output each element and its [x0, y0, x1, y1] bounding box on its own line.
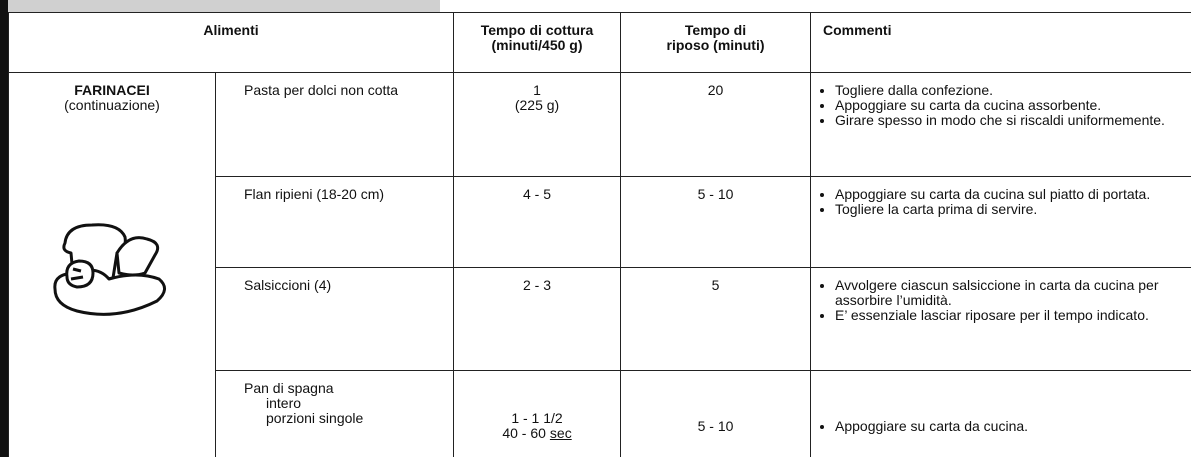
comment: Appoggiare su carta da cucina sul piatto…	[835, 187, 1179, 202]
header-cell: Tempo di cottura (minuti/450 g)	[453, 12, 622, 73]
comment: Appoggiare su carta da cucina.	[835, 419, 1179, 434]
comment: Girare spesso in modo che si riscaldi un…	[835, 113, 1179, 128]
text-line: porzioni singole	[266, 410, 364, 426]
category-subtitle: (continuazione)	[64, 97, 160, 113]
food-cell: Pan di spagna intero porzioni singole	[214, 370, 455, 457]
comments-cell: Appoggiare su carta da cucina sul piatto…	[810, 176, 1191, 268]
text-line: Tempo di	[684, 22, 747, 38]
comment-list: Avvolgere ciascun salsiccione in carta d…	[823, 278, 1179, 323]
text-line: 1 - 1 1/2	[466, 411, 608, 426]
text-line: (minuti/450 g)	[491, 37, 583, 53]
text-line: Tempo di cottura	[480, 22, 594, 38]
food-illustration	[53, 223, 166, 316]
header-cell: Commenti	[810, 12, 1191, 73]
rest-time: 5 - 10	[697, 418, 734, 434]
header-row: Alimenti Tempo di cottura (minuti/450 g) …	[7, 12, 1191, 73]
comment: E’ essenziale lasciar riposare per il te…	[835, 308, 1179, 323]
food-cell: Pasta per dolci non cotta	[214, 72, 455, 177]
cooking-cell: 4 - 5	[453, 176, 622, 268]
table-row: Pan di spagna intero porzioni singole 1 - 1…	[9, 370, 1191, 457]
comment: Appoggiare su carta da cucina assorbente…	[835, 98, 1179, 113]
rest-cell: 5 - 10	[620, 370, 812, 457]
text-line: 1	[466, 83, 608, 98]
comment-list: Appoggiare su carta da cucina sul piatto…	[823, 187, 1179, 217]
text-line: Salsiccioni (4)	[244, 277, 332, 293]
comment: Avvolgere ciascun salsiccione in carta d…	[835, 278, 1179, 308]
comment-list: Appoggiare su carta da cucina.	[823, 419, 1179, 434]
comments-cell: Avvolgere ciascun salsiccione in carta d…	[810, 267, 1191, 371]
rest-time: 5 - 10	[697, 186, 734, 202]
comment: Togliere la carta prima di servire.	[835, 202, 1179, 217]
header-text: Commenti	[823, 22, 892, 38]
rest-time: 5	[711, 277, 720, 293]
header-cell: Alimenti	[7, 12, 455, 73]
text-line: Pasta per dolci non cotta	[244, 82, 399, 98]
cooking-time: 1 - 1 1/2	[511, 410, 563, 426]
table-row: FARINACEI (continuazione) Pasta per dolci …	[8, 72, 1191, 457]
category-title: FARINACEI	[74, 82, 150, 98]
rest-time: 20	[707, 82, 724, 98]
category-cell: FARINACEI (continuazione)	[8, 72, 216, 457]
text-line: intero	[266, 395, 302, 411]
top-bar	[0, 0, 440, 12]
table-row: Flan ripieni (18-20 cm) 4 - 5 5 - 10 Appogg…	[9, 176, 1191, 268]
cooking-time: (225 g)	[514, 97, 560, 113]
text-line: (225 g)	[466, 98, 608, 113]
rest-cell: 5	[620, 267, 812, 371]
header-text: Alimenti	[203, 22, 259, 38]
food-cell: Salsiccioni (4)	[214, 267, 455, 371]
side-bar	[0, 0, 8, 457]
header-cell: Tempo di riposo (minuti)	[620, 12, 812, 73]
text-line: Flan ripieni (18-20 cm)	[244, 186, 385, 202]
cooking-table: Alimenti Tempo di cottura (minuti/450 g) …	[7, 12, 1191, 457]
comment-list: Togliere dalla confezione.Appoggiare su …	[823, 83, 1179, 128]
text-line: 40 - 60 sec	[466, 426, 608, 441]
cooking-time: 1	[533, 82, 541, 98]
text-line: 4 - 5	[466, 187, 608, 202]
comment: Togliere dalla confezione.	[835, 83, 1179, 98]
cooking-time: 4 - 5	[523, 186, 552, 202]
cooking-unit: sec	[549, 425, 572, 441]
comments-cell: Togliere dalla confezione.Appoggiare su …	[810, 72, 1191, 177]
cooking-cell: 2 - 3	[453, 267, 622, 371]
text-line: Pan di spagna	[244, 380, 334, 396]
rest-cell: 5 - 10	[620, 176, 812, 268]
cooking-time: 2 - 3	[523, 277, 552, 293]
food-cell: Flan ripieni (18-20 cm)	[214, 176, 455, 268]
cooking-time: 40 - 60	[502, 425, 546, 441]
cooking-cell: 1 - 1 1/2 40 - 60 sec	[453, 370, 622, 457]
cooking-cell: 1 (225 g)	[453, 72, 622, 177]
rest-cell: 20	[620, 72, 812, 177]
text-line: 2 - 3	[466, 278, 608, 293]
comments-cell: Appoggiare su carta da cucina.	[810, 370, 1191, 457]
text-line: riposo (minuti)	[666, 37, 765, 53]
table-row: Salsiccioni (4) 2 - 3 5 Avvolgere ciascun s…	[9, 267, 1191, 371]
